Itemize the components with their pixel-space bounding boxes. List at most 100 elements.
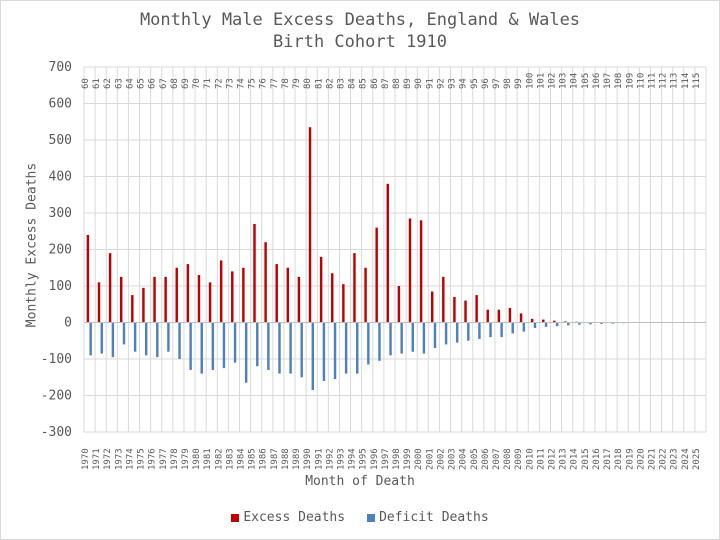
x-age-label: 88 — [392, 78, 402, 89]
x-age-label: 63 — [114, 78, 124, 89]
bar-excess — [275, 264, 278, 323]
y-axis-title: Monthly Excess Deaths — [24, 162, 40, 328]
x-year-label: 2008 — [503, 448, 513, 470]
x-age-label: 97 — [492, 78, 502, 89]
x-year-label: 2020 — [636, 448, 646, 470]
x-year-label: 2013 — [559, 448, 569, 470]
bar-excess — [231, 271, 234, 323]
legend-swatch-excess — [231, 513, 240, 522]
bar-deficit — [578, 322, 581, 325]
bar-deficit — [444, 322, 448, 345]
y-tick-label: 100 — [49, 279, 72, 294]
bar-deficit — [544, 322, 548, 327]
bar-excess — [408, 218, 412, 323]
x-age-label: 106 — [592, 73, 602, 89]
x-year-label: 1973 — [114, 448, 124, 470]
x-age-label: 93 — [448, 78, 458, 89]
x-year-label: 1999 — [403, 448, 413, 470]
x-year-label: 1978 — [170, 448, 180, 470]
legend-swatch-deficit — [367, 513, 376, 522]
bar-excess — [530, 318, 534, 323]
x-age-label: 102 — [548, 73, 558, 89]
x-year-label: 2005 — [470, 448, 480, 470]
x-age-label: 87 — [381, 78, 391, 89]
x-age-label: 74 — [237, 78, 247, 89]
x-age-label: 80 — [303, 78, 313, 89]
x-year-label: 2006 — [481, 448, 491, 470]
x-year-label: 2024 — [681, 448, 691, 470]
bar-excess — [553, 320, 556, 323]
bar-deficit — [455, 322, 459, 343]
x-year-label: 1979 — [181, 448, 191, 470]
x-year-label: 2012 — [548, 448, 558, 470]
bar-excess — [542, 319, 545, 323]
x-age-label: 81 — [314, 78, 324, 89]
x-year-label: 2002 — [436, 448, 446, 470]
bar-deficit — [178, 322, 181, 359]
bar-excess — [253, 223, 256, 323]
bar-excess — [419, 220, 423, 323]
x-age-label: 99 — [514, 78, 524, 89]
y-tick-label: 300 — [49, 206, 72, 221]
bar-excess — [386, 183, 390, 323]
bar-excess — [297, 276, 301, 323]
x-age-label: 78 — [281, 78, 291, 89]
x-year-label: 2019 — [625, 448, 635, 470]
bar-deficit — [367, 322, 370, 365]
x-age-label: 108 — [614, 73, 624, 89]
x-age-label: 79 — [292, 78, 302, 89]
x-age-label: 64 — [125, 78, 135, 89]
bar-deficit — [200, 322, 203, 374]
bar-deficit — [211, 322, 215, 370]
bar-excess — [430, 291, 434, 323]
bar-excess — [186, 264, 190, 323]
bar-deficit — [89, 322, 92, 356]
x-year-label: 2010 — [525, 448, 535, 470]
x-age-label: 103 — [559, 73, 569, 89]
x-age-label: 72 — [214, 78, 224, 89]
bar-deficit — [555, 322, 559, 327]
bar-excess — [264, 242, 267, 323]
x-year-label: 1998 — [392, 448, 402, 470]
x-age-label: 71 — [203, 78, 213, 89]
x-year-label: 1997 — [381, 448, 391, 470]
bar-deficit — [478, 322, 481, 339]
x-year-label: 1992 — [325, 448, 335, 470]
bar-deficit — [222, 322, 226, 369]
bar-deficit — [389, 322, 392, 356]
x-age-label: 60 — [81, 78, 91, 89]
x-year-label: 1970 — [81, 448, 91, 470]
x-year-label: 1974 — [125, 448, 135, 470]
x-year-label: 1996 — [370, 448, 380, 470]
x-age-label: 68 — [170, 78, 180, 89]
x-age-label: 95 — [470, 78, 480, 89]
x-age-label: 105 — [581, 73, 591, 89]
bar-deficit — [333, 322, 337, 380]
x-age-label: 114 — [681, 73, 691, 89]
x-year-label: 2007 — [492, 448, 502, 470]
x-year-label: 1971 — [92, 448, 102, 470]
y-tick-label: 700 — [49, 60, 72, 75]
x-year-label: 2003 — [448, 448, 458, 470]
legend-item-excess: Excess Deaths — [231, 510, 345, 525]
bar-deficit — [489, 322, 492, 338]
y-tick-label: 0 — [64, 316, 72, 331]
y-tick-label: 500 — [49, 133, 72, 148]
y-tick-label: -300 — [41, 425, 72, 440]
bar-deficit — [533, 322, 537, 328]
x-age-label: 62 — [103, 78, 113, 89]
bar-excess — [564, 321, 567, 323]
x-year-label: 2021 — [647, 448, 657, 470]
bar-deficit — [267, 322, 270, 370]
bar-deficit — [589, 322, 592, 325]
x-year-label: 2009 — [514, 448, 524, 470]
bar-excess — [175, 267, 178, 323]
legend: Excess Deaths Deficit Deaths — [0, 510, 720, 525]
x-year-label: 1975 — [137, 448, 147, 470]
chart-title: Monthly Male Excess Deaths, England & Wa… — [139, 10, 581, 30]
bar-excess — [397, 286, 401, 323]
bar-excess — [342, 284, 345, 323]
x-age-label: 65 — [137, 78, 147, 89]
